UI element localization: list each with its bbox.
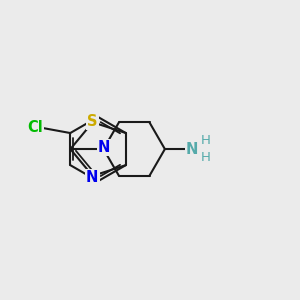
Text: H: H — [201, 134, 210, 147]
Text: N: N — [86, 170, 98, 185]
Text: Cl: Cl — [28, 120, 43, 135]
Text: S: S — [87, 114, 98, 129]
Text: H: H — [201, 151, 210, 164]
Text: N: N — [98, 140, 110, 155]
Text: N: N — [186, 142, 198, 157]
